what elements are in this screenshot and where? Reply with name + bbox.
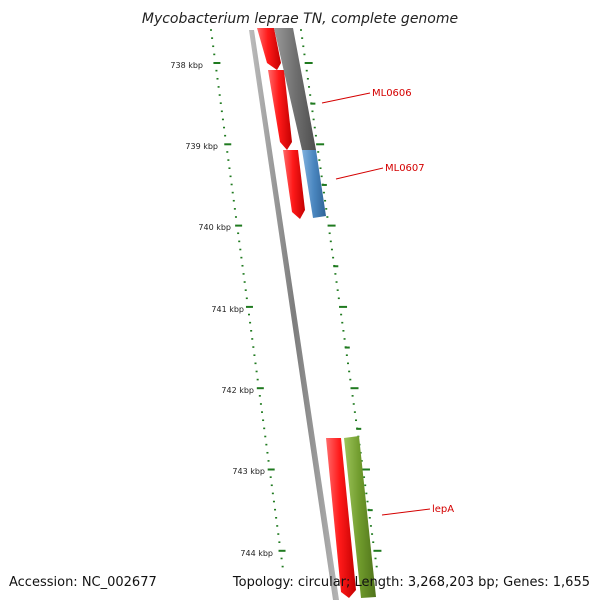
gene-features bbox=[257, 28, 376, 598]
leader-ml0606 bbox=[321, 92, 371, 104]
tick-labels: 738 kbp 739 kbp 740 kbp 741 kbp 742 kbp … bbox=[170, 61, 273, 558]
tick-label-744: 744 kbp bbox=[240, 549, 273, 558]
tick-label-743: 743 kbp bbox=[232, 467, 265, 476]
gene-red-top[interactable] bbox=[257, 28, 281, 70]
gene-red-upper[interactable] bbox=[268, 70, 292, 150]
tick-label-738: 738 kbp bbox=[170, 61, 203, 70]
leader-ml0607 bbox=[335, 167, 384, 180]
gene-ml0606[interactable] bbox=[274, 28, 316, 150]
accession-text: Accession: NC_002677 bbox=[9, 575, 157, 590]
gene-label-ml0607[interactable]: ML0607 bbox=[385, 163, 425, 174]
gene-red-middle[interactable] bbox=[283, 150, 305, 219]
gene-lepa[interactable] bbox=[344, 436, 376, 598]
tick-label-740: 740 kbp bbox=[198, 223, 231, 232]
genome-backbone bbox=[249, 30, 339, 600]
gene-label-group: ML0606 ML0607 lepA bbox=[372, 88, 454, 515]
genome-summary-text: Topology: circular; Length: 3,268,203 bp… bbox=[232, 575, 590, 590]
map-title: Mycobacterium leprae TN, complete genome bbox=[142, 11, 458, 27]
tick-label-741: 741 kbp bbox=[211, 305, 244, 314]
tick-label-742: 742 kbp bbox=[221, 386, 254, 395]
tick-layer bbox=[210, 29, 382, 568]
gene-leaders bbox=[321, 92, 431, 516]
gene-red-lower[interactable] bbox=[326, 438, 356, 598]
gene-label-lepa[interactable]: lepA bbox=[432, 504, 454, 515]
gene-label-ml0606[interactable]: ML0606 bbox=[372, 88, 412, 99]
gene-ml0607[interactable] bbox=[302, 150, 326, 218]
leader-lepa bbox=[381, 508, 431, 516]
tick-label-739: 739 kbp bbox=[185, 142, 218, 151]
